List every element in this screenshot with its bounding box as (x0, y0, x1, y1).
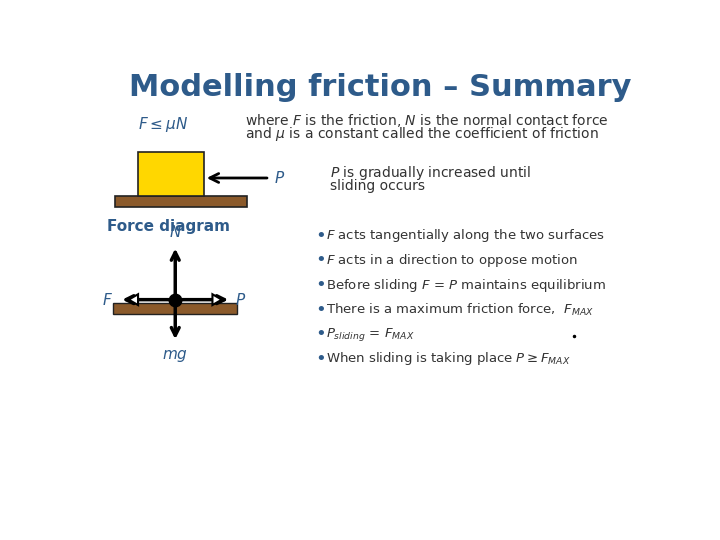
Text: $mg$: $mg$ (162, 348, 188, 364)
Text: $F$: $F$ (102, 292, 113, 308)
Bar (114, 197, 246, 207)
Text: $F$ acts tangentially along the two surfaces: $F$ acts tangentially along the two surf… (326, 227, 606, 244)
Polygon shape (129, 294, 138, 305)
Text: Modelling friction – Summary: Modelling friction – Summary (130, 73, 632, 103)
Text: $P$ is gradually increased until: $P$ is gradually increased until (330, 164, 531, 181)
Text: Before sliding $F$ = $P$ maintains equilibrium: Before sliding $F$ = $P$ maintains equil… (326, 276, 606, 294)
Text: $N$: $N$ (168, 224, 181, 240)
Text: $P_{sliding}$ = $F_{MAX}$: $P_{sliding}$ = $F_{MAX}$ (326, 326, 415, 343)
Polygon shape (212, 294, 222, 305)
Text: •: • (315, 227, 325, 245)
Text: •: • (315, 350, 325, 368)
Text: $P$: $P$ (274, 170, 285, 186)
Text: and $\mu$ is a constant called the coefficient of friction: and $\mu$ is a constant called the coeff… (245, 125, 599, 143)
Text: Force diagram: Force diagram (107, 219, 230, 234)
Text: •: • (315, 301, 325, 319)
Bar (138, 152, 204, 197)
Bar (113, 303, 238, 314)
Text: •: • (315, 325, 325, 343)
Text: •: • (315, 276, 325, 294)
Text: •: • (315, 252, 325, 269)
Text: $P$: $P$ (235, 292, 246, 308)
Text: $F \leq \mu N$: $F \leq \mu N$ (138, 114, 188, 133)
Text: $F$ acts in a direction to oppose motion: $F$ acts in a direction to oppose motion (326, 252, 578, 269)
Text: When sliding is taking place $P \geq F_{MAX}$: When sliding is taking place $P \geq F_{… (326, 350, 571, 367)
Text: sliding occurs: sliding occurs (330, 179, 426, 193)
Text: There is a maximum friction force,  $F_{MAX}$: There is a maximum friction force, $F_{M… (326, 302, 595, 318)
Text: where $F$ is the friction, $N$ is the normal contact force: where $F$ is the friction, $N$ is the no… (245, 112, 608, 129)
